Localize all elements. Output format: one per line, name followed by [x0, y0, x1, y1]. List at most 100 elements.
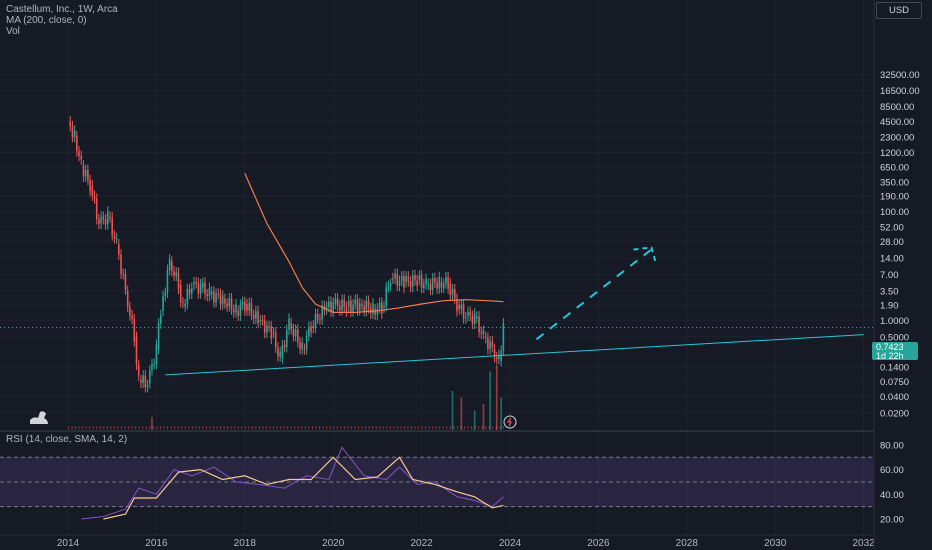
candle-body — [135, 336, 138, 365]
candle-body — [414, 275, 416, 281]
candle-body — [420, 275, 423, 288]
candle-body — [387, 285, 390, 288]
candle-body — [403, 275, 405, 289]
candle-body — [241, 301, 244, 305]
last-price-countdown: 1d 22h — [876, 350, 904, 361]
volume-bar — [481, 426, 483, 429]
candle-body — [118, 244, 120, 255]
candle-body — [250, 302, 253, 315]
volume-bar — [453, 426, 455, 429]
candle-body — [104, 219, 107, 225]
candle-body — [442, 283, 445, 288]
y-tick-label: 32500.00 — [880, 70, 920, 81]
volume-bar — [287, 426, 289, 429]
flash-icon[interactable] — [503, 415, 517, 429]
candle-body — [279, 352, 281, 357]
candle-body — [467, 311, 469, 317]
candle-body — [396, 273, 399, 286]
volume-bar — [446, 426, 448, 429]
volume-bar — [403, 426, 405, 429]
candle-body — [197, 283, 200, 294]
volume-bar — [227, 426, 229, 429]
candle-body — [283, 345, 286, 348]
volume-bar — [421, 426, 423, 429]
volume-bar — [113, 426, 115, 429]
candle-body — [297, 329, 299, 343]
y-tick-label: 0.0750 — [880, 377, 909, 388]
candle-body — [126, 290, 129, 308]
volume-bar — [248, 426, 250, 429]
candle-body — [325, 306, 328, 310]
candle-body — [237, 310, 239, 316]
volume-bar — [347, 426, 349, 429]
volume-bar — [489, 371, 491, 430]
volume-legend[interactable]: Vol — [6, 26, 20, 37]
volume-bar — [464, 426, 466, 429]
candle-body — [106, 211, 109, 225]
candle-body — [190, 287, 193, 294]
candle-body — [425, 278, 427, 285]
rsi-legend[interactable]: RSI (14, close, SMA, 14, 2) — [6, 434, 127, 445]
candle-body — [131, 315, 133, 320]
volume-bar — [414, 426, 416, 429]
symbol-title[interactable]: Castellum, Inc., 1W, Arca — [6, 4, 118, 15]
candle-body — [78, 151, 80, 156]
volume-bar — [492, 426, 494, 429]
candle-body — [184, 304, 186, 307]
volume-bar — [333, 426, 335, 429]
candle-body — [314, 314, 317, 328]
candle-body — [274, 332, 277, 348]
volume-bar — [181, 426, 183, 429]
volume-bar — [258, 426, 260, 429]
candle-body — [301, 342, 304, 350]
volume-bar — [96, 426, 98, 429]
candle-body — [405, 276, 407, 283]
candle-body — [383, 305, 385, 308]
y-tick-label: 8500.00 — [880, 102, 914, 113]
volume-bar — [75, 426, 77, 429]
volume-bar — [142, 426, 144, 429]
candle-body — [321, 305, 323, 320]
candle-body — [195, 282, 197, 284]
last-price-value: 0.7423 — [876, 342, 904, 352]
price-axis[interactable]: 32500.00 16500.00 8500.00 4500.00 2300.00 120… — [873, 0, 932, 550]
candle-body — [160, 314, 162, 324]
y-tick-label: 1.0000 — [880, 316, 909, 327]
ma-legend[interactable]: MA (200, close, 0) — [6, 15, 87, 26]
candle-body — [111, 217, 113, 236]
volume-bar — [340, 426, 342, 429]
candle-body — [252, 314, 255, 319]
volume-bar — [283, 426, 285, 429]
x-tick-label: 2026 — [587, 538, 610, 549]
candle-body — [153, 363, 155, 365]
candle-body — [217, 293, 220, 295]
volume-bar — [121, 426, 123, 429]
rsi-tick-label: 80.00 — [880, 440, 904, 451]
volume-bar — [372, 426, 374, 429]
candle-body — [272, 332, 275, 334]
volume-bar — [301, 426, 303, 429]
candle-body — [440, 282, 443, 288]
currency-button[interactable]: USD — [876, 2, 922, 19]
volume-bar — [151, 417, 153, 430]
rsi-bands — [0, 456, 874, 508]
candle-body — [319, 318, 321, 320]
volume-bar — [135, 426, 137, 429]
candle-body — [453, 289, 456, 299]
volume-bar — [216, 426, 218, 429]
tv-logo-icon[interactable] — [30, 411, 48, 424]
volume-bar — [230, 426, 232, 429]
volume-bar — [159, 426, 161, 429]
candle-body — [115, 238, 118, 240]
candle-body — [248, 302, 251, 311]
volume-bar — [407, 426, 409, 429]
candle-body — [363, 305, 365, 312]
candle-body — [257, 311, 259, 324]
candle-body — [226, 303, 228, 307]
candle-body — [299, 342, 301, 350]
candle-body — [334, 298, 337, 304]
candle-body — [281, 345, 284, 359]
candle-body — [166, 269, 169, 293]
y-tick-label: 350.00 — [880, 177, 909, 188]
